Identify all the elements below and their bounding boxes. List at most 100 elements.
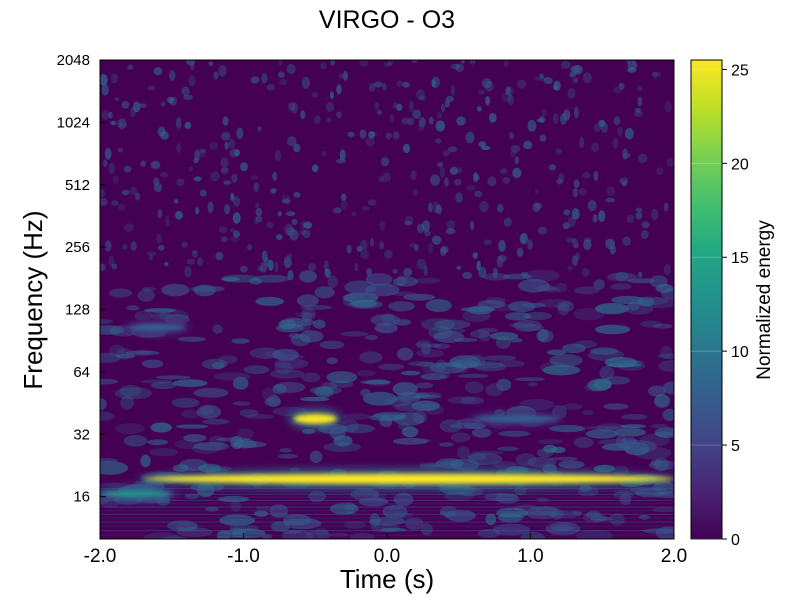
noise-blob — [432, 201, 440, 213]
noise-blob — [442, 149, 450, 157]
noise-blob — [288, 101, 295, 112]
noise-blob — [464, 381, 484, 394]
noise-blob — [477, 300, 506, 309]
noise-blob — [301, 307, 316, 321]
noise-blob — [285, 195, 291, 206]
noise-blob — [219, 514, 256, 526]
noise-blob — [311, 92, 318, 98]
noise-blob — [312, 164, 319, 173]
noise-blob — [635, 107, 641, 113]
noise-blob — [326, 371, 358, 384]
noise-blob — [108, 255, 115, 267]
noise-blob — [193, 157, 199, 164]
y-tick-label: 1024 — [57, 114, 90, 131]
noise-blob — [274, 261, 279, 273]
noise-blob — [274, 150, 282, 162]
noise-blob — [193, 442, 230, 451]
noise-blob — [116, 353, 136, 359]
noise-blob — [100, 411, 115, 421]
noise-blob — [476, 106, 482, 112]
noise-blob — [104, 240, 112, 252]
noise-blob — [437, 162, 444, 168]
noise-blob — [108, 111, 113, 119]
noise-blob — [414, 243, 419, 252]
low-frequency-stripe — [100, 510, 674, 512]
noise-blob — [340, 200, 348, 210]
noise-blob — [329, 91, 334, 100]
noise-blob — [557, 302, 570, 316]
noise-blob — [402, 81, 410, 88]
noise-blob — [322, 150, 326, 157]
x-tick-label: -1.0 — [227, 546, 260, 567]
noise-blob — [546, 349, 567, 356]
noise-blob — [327, 275, 338, 289]
noise-blob — [129, 187, 138, 195]
noise-blob — [478, 266, 487, 278]
noise-blob — [236, 127, 244, 140]
plot-area — [99, 59, 675, 540]
noise-blob — [153, 67, 163, 76]
noise-blob — [330, 502, 359, 515]
noise-blob — [208, 61, 214, 67]
noise-blob — [309, 450, 323, 463]
noise-blob — [619, 493, 632, 506]
noise-blob — [593, 464, 616, 473]
noise-blob — [650, 423, 669, 429]
noise-blob — [171, 397, 200, 408]
noise-blob — [562, 109, 571, 121]
noise-blob — [484, 80, 494, 92]
noise-blob — [606, 186, 616, 197]
y-tick-label: 16 — [73, 489, 90, 506]
noise-blob — [578, 187, 587, 196]
noise-blob — [443, 362, 462, 368]
noise-blob — [409, 100, 414, 113]
noise-blob — [604, 376, 631, 385]
noise-blob — [349, 532, 375, 539]
noise-blob — [212, 362, 225, 369]
noise-blob — [181, 409, 201, 419]
noise-blob — [663, 202, 669, 212]
x-axis: -2.0 -1.0 0.0 1.0 2.0 — [84, 533, 687, 567]
noise-blob — [301, 372, 321, 383]
noise-blob — [513, 319, 542, 332]
noise-blob — [465, 131, 475, 144]
noise-blob — [456, 265, 462, 270]
noise-blob — [572, 255, 578, 266]
noise-blob — [421, 402, 437, 411]
noise-blob — [652, 507, 674, 513]
noise-blob — [293, 143, 301, 153]
noise-blob — [534, 202, 543, 209]
colorbar-tick-label: 5 — [731, 438, 740, 455]
noise-blob — [404, 517, 424, 531]
noise-blob — [649, 275, 668, 288]
noise-blob — [224, 141, 229, 150]
noise-blob — [148, 448, 178, 457]
noise-blob — [471, 428, 492, 438]
noise-blob — [250, 76, 260, 84]
noise-blob — [191, 249, 198, 254]
noise-blob — [560, 60, 571, 69]
noise-blob — [325, 101, 335, 112]
noise-blob — [611, 295, 645, 304]
noise-blob — [183, 434, 207, 442]
noise-blob — [100, 398, 107, 411]
energy-feature — [467, 409, 566, 428]
noise-blob — [100, 74, 108, 86]
noise-blob — [498, 430, 531, 437]
noise-blob — [130, 241, 137, 251]
y-tick-label: 512 — [65, 177, 90, 194]
noise-blob — [548, 164, 556, 171]
noise-blob — [579, 136, 584, 149]
noise-blob — [108, 162, 116, 175]
noise-blob — [505, 86, 511, 96]
noise-blob — [121, 189, 130, 196]
noise-blob — [100, 378, 118, 385]
noise-blob — [587, 199, 597, 212]
noise-blob — [617, 126, 623, 136]
noise-blob — [536, 448, 554, 458]
noise-blob — [460, 396, 485, 405]
noise-blob — [483, 239, 492, 245]
noise-blob — [510, 144, 521, 153]
noise-blob — [367, 199, 377, 206]
noise-blob — [637, 297, 655, 307]
